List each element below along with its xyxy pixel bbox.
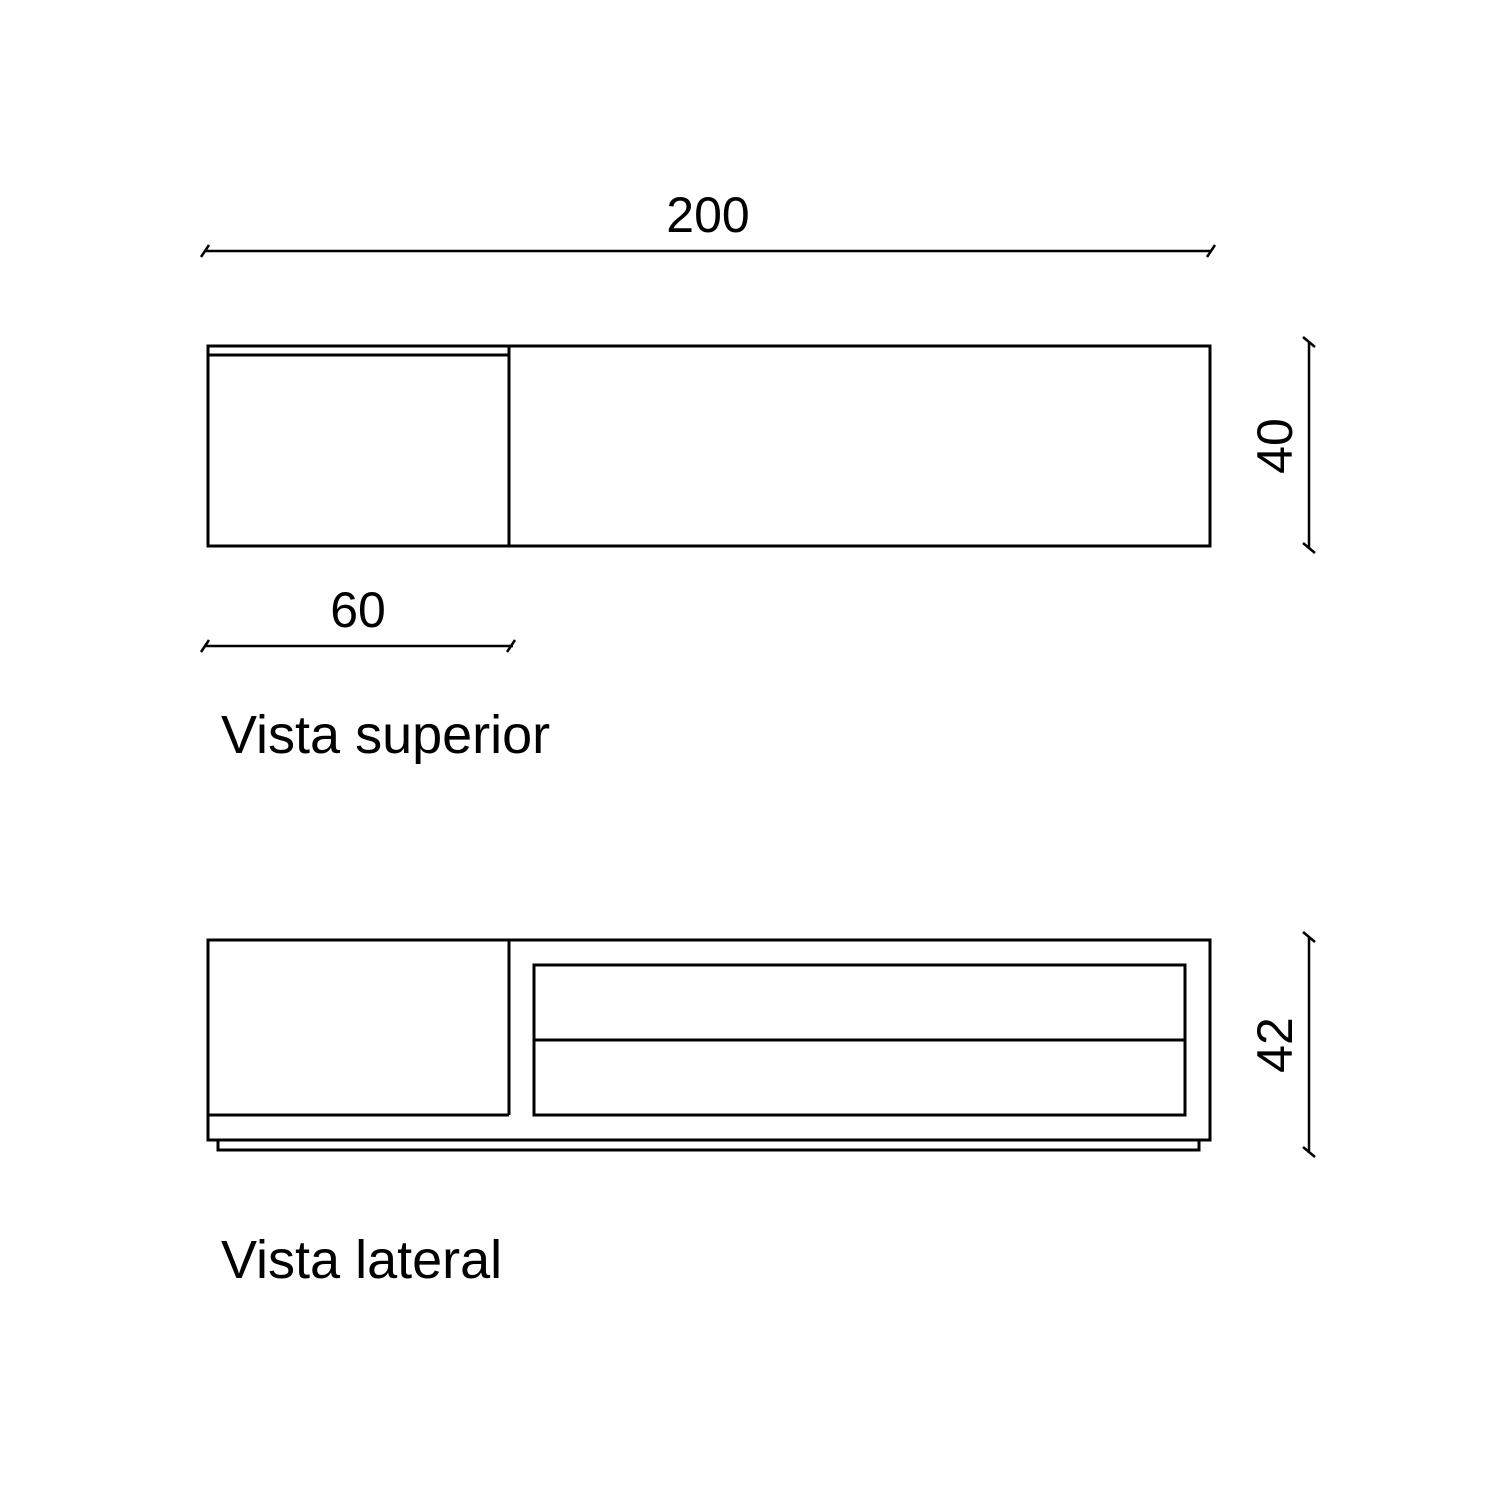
dimension-module: 60 [199,582,517,653]
side-view-caption: Vista lateral [221,1230,502,1290]
dimension-module-label: 60 [330,582,386,638]
dimension-width: 200 [199,187,1217,258]
side-view-outline [206,938,1212,1152]
dimension-height-label: 42 [1247,1017,1303,1073]
top-view-outline [206,344,1212,548]
dimension-depth: 40 [1247,336,1316,554]
plinth [216,1140,1201,1152]
side-view: 42 Vista lateral [206,931,1316,1290]
dimension-depth-label: 40 [1247,418,1303,474]
top-view-caption: Vista superior [221,705,550,765]
top-view: 200 40 60 Vista superior [199,187,1316,765]
dimension-width-label: 200 [666,187,749,243]
dimension-height: 42 [1247,931,1316,1158]
